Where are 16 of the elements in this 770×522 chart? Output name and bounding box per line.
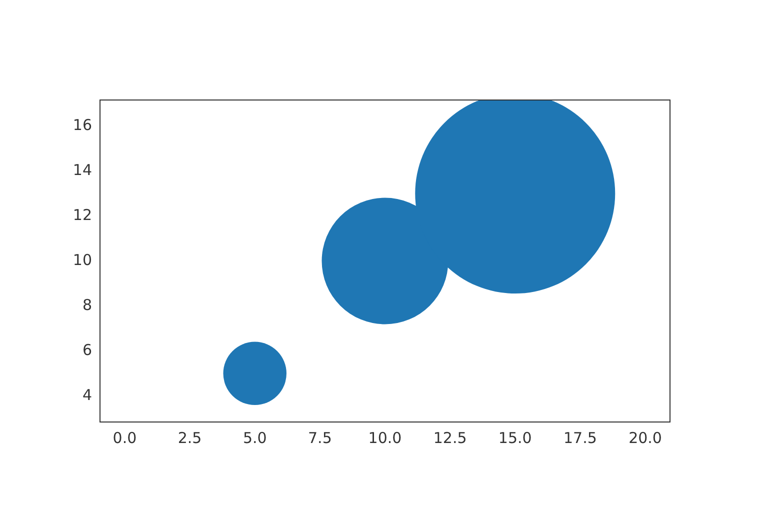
y-tick-label: 16 <box>72 116 92 134</box>
x-tick-label: 12.5 <box>433 428 467 447</box>
y-tick-label: 8 <box>82 296 92 314</box>
x-tick-label: 15.0 <box>498 428 532 447</box>
y-tick-label: 6 <box>82 340 92 359</box>
y-tick-label: 14 <box>72 160 92 179</box>
x-tick-label: 10.0 <box>368 428 402 447</box>
y-tick-label: 4 <box>82 386 92 404</box>
x-tick-label: 0.0 <box>112 428 137 447</box>
x-tick-label: 7.5 <box>308 428 332 447</box>
x-tick-label: 2.5 <box>178 428 202 447</box>
y-tick-label: 10 <box>72 250 92 269</box>
x-tick-label: 5.0 <box>242 428 267 447</box>
x-tick-label: 20.0 <box>628 428 662 447</box>
x-tick-label: 17.5 <box>564 428 597 447</box>
y-tick-label: 12 <box>72 206 92 224</box>
